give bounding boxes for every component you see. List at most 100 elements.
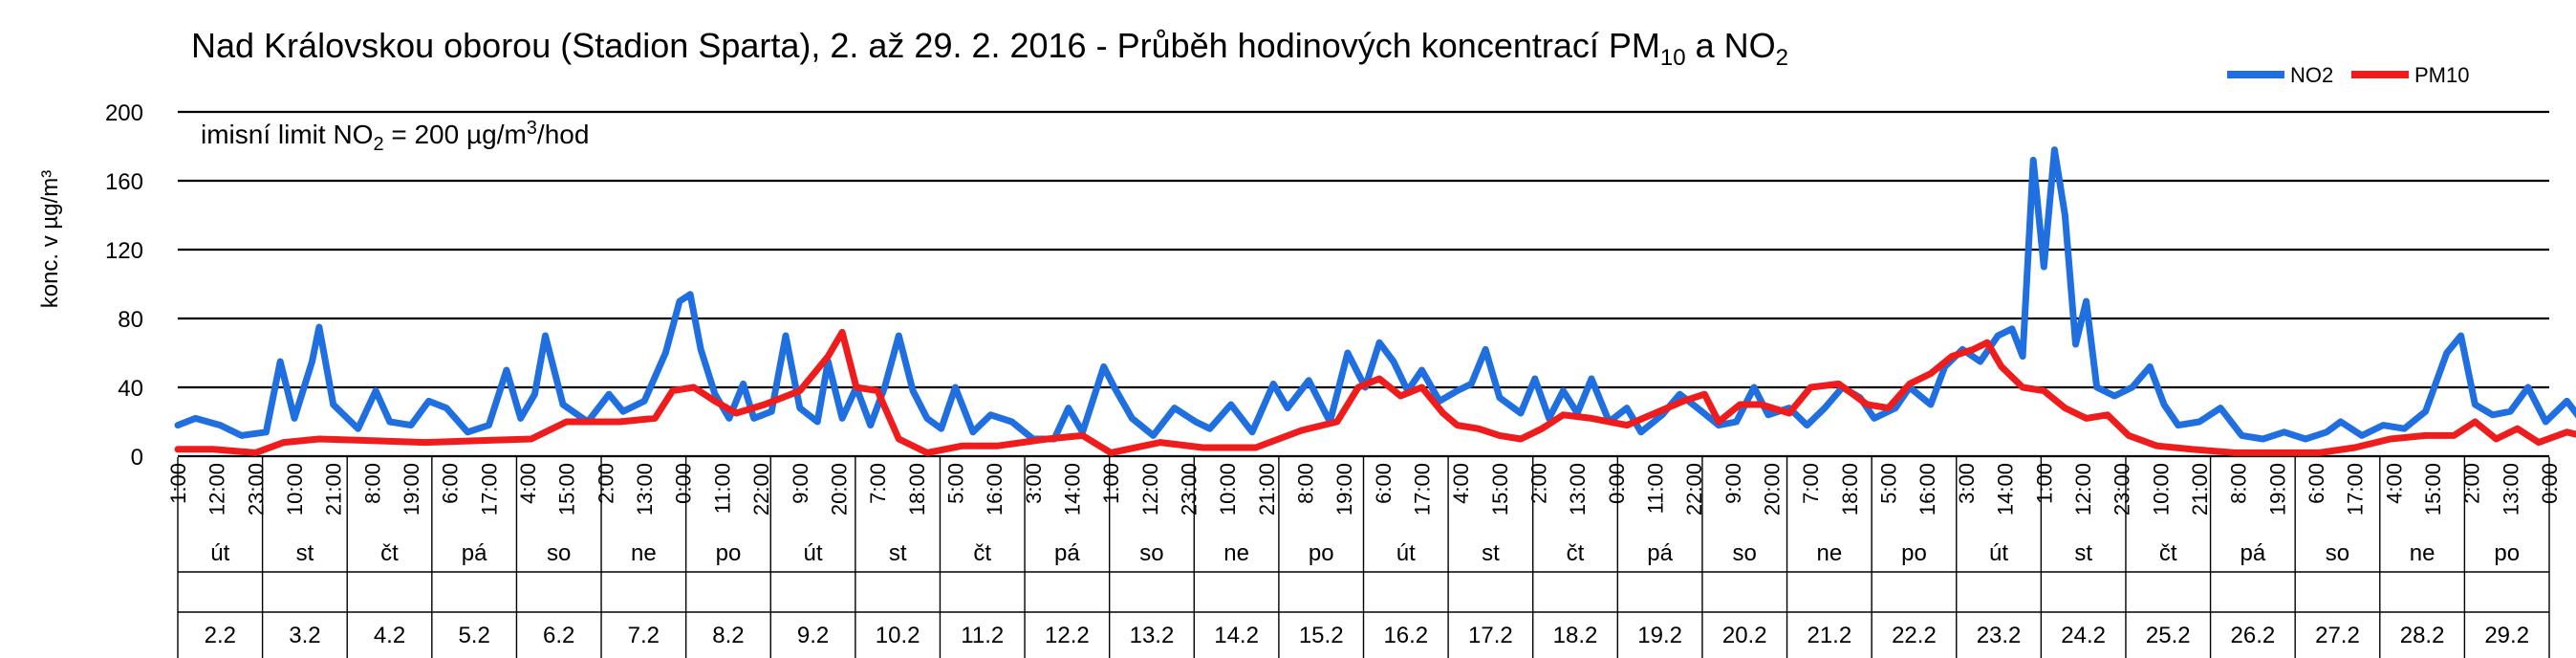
hour-tick-label: 15:00: [1488, 463, 1512, 515]
hour-tick-label: 5:00: [943, 463, 967, 504]
date-label: 10.2: [876, 623, 920, 648]
day-name-label: út: [1989, 540, 2008, 566]
hour-tick-label: 11:00: [1644, 463, 1668, 514]
day-name-label: út: [804, 540, 823, 566]
day-name-label: ne: [2410, 540, 2435, 566]
legend-label-pm10: PM10: [2414, 63, 2469, 87]
chart-title-sub1: 10: [1660, 45, 1686, 71]
hour-tick-label: 19:00: [2265, 463, 2289, 515]
hour-tick-label: 14:00: [1994, 463, 2018, 515]
day-name-label: pá: [1647, 540, 1673, 566]
hour-tick-label: 6:00: [439, 463, 463, 504]
date-label: 16.2: [1383, 623, 1428, 648]
day-name-label: st: [296, 540, 314, 566]
date-label: 15.2: [1299, 623, 1344, 648]
day-name-label: út: [210, 540, 229, 566]
hour-tick-label: 0:00: [1605, 463, 1629, 504]
date-label: 3.2: [289, 623, 320, 648]
hour-tick-label: 0:00: [2538, 463, 2562, 504]
day-name-label: st: [1482, 540, 1500, 566]
date-label: 28.2: [2400, 623, 2445, 648]
gridlines: [178, 110, 2549, 458]
hour-tick-label: 9:00: [1721, 463, 1745, 504]
annotation-pre: imisní limit NO: [201, 120, 373, 149]
y-tick-label-0: 0: [131, 445, 143, 471]
hour-tick-label: 23:00: [1178, 463, 1201, 515]
day-name-label: po: [2494, 540, 2520, 566]
emission-limit-annotation: imisní limit NO2 = 200 µg/m3/hod: [201, 118, 589, 155]
hour-tick-label: 10:00: [283, 463, 307, 515]
hour-tick-label: 8:00: [1294, 463, 1318, 504]
legend: NO2 PM10: [2227, 63, 2469, 87]
y-tick-label-40: 40: [118, 376, 143, 402]
date-label: 25.2: [2146, 623, 2191, 648]
day-name-label: st: [889, 540, 907, 566]
hour-tick-label: 21:00: [322, 463, 346, 515]
hour-tick-label: 21:00: [1255, 463, 1279, 515]
chart-title: Nad Královskou oborou (Stadion Sparta), …: [191, 26, 1788, 71]
time-axis-table: 1:00 12:00 23:00 10:00 21:00 8:00 19:00 6:00 17:…: [166, 457, 2562, 658]
hour-tick-label: 19:00: [400, 463, 423, 515]
day-name-label: so: [1139, 540, 1163, 566]
hour-tick-label: 10:00: [1216, 463, 1240, 515]
date-label: 5.2: [458, 623, 489, 648]
day-name-label: ne: [1223, 540, 1249, 566]
hour-tick-label: 11:00: [710, 463, 734, 514]
y-tick-label-200: 200: [105, 100, 143, 126]
hour-tick-label: 12:00: [206, 463, 229, 515]
hour-tick-label: 1:00: [1099, 463, 1123, 504]
date-label: 29.2: [2484, 623, 2529, 648]
hour-tick-label: 4:00: [1449, 463, 1473, 504]
hour-tick-label: 16:00: [983, 463, 1007, 515]
hour-tick-label: 15:00: [555, 463, 579, 515]
hour-tick-label: 12:00: [2071, 463, 2095, 515]
hour-tick-label: 1:00: [166, 463, 190, 504]
date-label: 4.2: [374, 623, 405, 648]
date-label: 14.2: [1214, 623, 1259, 648]
day-name-label: po: [716, 540, 742, 566]
day-name-label: ne: [1816, 540, 1842, 566]
y-tick-label-120: 120: [105, 238, 143, 264]
hour-tick-label: 17:00: [477, 463, 501, 515]
hour-tick-label: 18:00: [905, 463, 929, 515]
hour-tick-label: 7:00: [1799, 463, 1823, 504]
series-lines: [174, 146, 2576, 456]
day-name-label: so: [1733, 540, 1757, 566]
date-label: 9.2: [797, 623, 829, 648]
hour-tick-label: 13:00: [2499, 463, 2522, 515]
hour-tick-label: 2:00: [594, 463, 617, 504]
date-label: 6.2: [543, 623, 574, 648]
hour-tick-label: 2:00: [1527, 463, 1551, 504]
date-label: 24.2: [2061, 623, 2106, 648]
hour-tick-label: 23:00: [2111, 463, 2134, 515]
hour-tick-label: 3:00: [1022, 463, 1046, 504]
hour-tick-label: 16:00: [1916, 463, 1939, 515]
annotation-post: /hod: [537, 120, 590, 149]
hour-tick-label: 18:00: [1838, 463, 1862, 515]
hour-tick-label: 17:00: [1411, 463, 1435, 515]
hour-tick-label: 19:00: [1332, 463, 1356, 515]
date-label: 11.2: [961, 623, 1004, 648]
hour-tick-label: 17:00: [2344, 463, 2368, 515]
day-name-label: pá: [2240, 540, 2266, 566]
day-name-label: pá: [462, 540, 487, 566]
hour-tick-label: 15:00: [2421, 463, 2445, 515]
hour-tick-label: 14:00: [1061, 463, 1085, 515]
hour-tick-label: 7:00: [866, 463, 890, 504]
hour-tick-label: 6:00: [2305, 463, 2328, 504]
hour-tick-label: 4:00: [2382, 463, 2406, 504]
date-label: 8.2: [712, 623, 744, 648]
y-tick-label-160: 160: [105, 169, 143, 195]
day-name-label: ne: [631, 540, 657, 566]
hour-tick-label: 2:00: [2460, 463, 2484, 504]
date-label: 23.2: [1977, 623, 2022, 648]
hour-tick-label: 4:00: [516, 463, 540, 504]
annotation-mid: = 200 µg/m: [384, 120, 527, 149]
hour-tick-label: 10:00: [2149, 463, 2173, 515]
series-line-pm10: [174, 328, 2576, 456]
hour-tick-label: 0:00: [672, 463, 696, 504]
day-name-label: čt: [1567, 540, 1585, 566]
y-tick-label-80: 80: [118, 307, 143, 333]
y-tick-labels: 0 40 80 120 160 200: [105, 100, 143, 471]
date-label: 19.2: [1637, 623, 1682, 648]
